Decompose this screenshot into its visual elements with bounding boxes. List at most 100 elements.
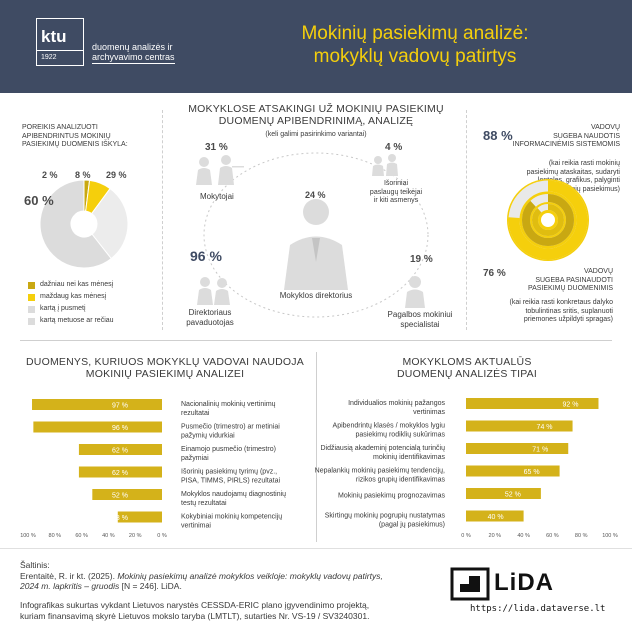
bar-category-bars-right-0-0: Individualios mokinių pažangos: [348, 400, 445, 407]
lida-logo-icon: [450, 567, 490, 601]
legend-swatch-1: [28, 282, 35, 289]
page-title-line1: Mokinių pasiekimų analizė:: [301, 23, 529, 44]
tick-bars-left-3: 40 %: [102, 533, 115, 539]
legend-label-3: kartą į pusmetį: [40, 305, 86, 312]
page-title-line2: mokyklų vadovų patirtys: [313, 46, 517, 67]
bar-category-bars-right-2-1: mokinių identifikavimas: [373, 454, 445, 461]
data-used-title: DUOMENYS, KURIUOS MOKYKLŲ VADOVAI NAUDOJ…: [20, 356, 310, 380]
director-pct: 24 %: [305, 190, 326, 200]
logo-divider: [37, 50, 83, 51]
systems-pct-1: 88 %: [483, 128, 513, 143]
ktu-logo: ktu 1922: [36, 18, 84, 66]
bar-category-bars-right-1-0: Apibendrintų klasės / mokyklos lygiu: [333, 423, 446, 430]
tick-bars-left-5: 0 %: [157, 533, 167, 539]
source-line1-plain: Erentaitė, R. ir kt. (2025).: [20, 570, 118, 581]
bar-bars-left-3: [78, 466, 162, 478]
source-line2: 2024 m. lapkritis – gruodis [N = 246]. L…: [20, 581, 430, 592]
deputy-label-line2: pavaduotojas: [186, 317, 234, 327]
bar-value-bars-right-4: 52 %: [505, 492, 521, 499]
legend-label-2: maždaug kas mėnesį: [40, 293, 107, 300]
divider-top-left: [162, 110, 163, 330]
bar-category-bars-left-1-1: pažymių vidurkiai: [181, 433, 235, 440]
tick-bars-right-4: 80 %: [575, 533, 588, 539]
pie-label-29: 29 %: [106, 170, 127, 180]
tick-bars-right-3: 60 %: [546, 533, 559, 539]
teachers-pct: 31 %: [205, 142, 228, 153]
external-pct: 4 %: [385, 142, 403, 153]
tick-bars-left-4: 20 %: [129, 533, 142, 539]
footer-funding: Infografikas sukurtas vykdant Lietuvos n…: [20, 600, 430, 621]
pie-label-2: 2 %: [42, 170, 58, 180]
bar-category-bars-right-0-1: vertinimas: [413, 409, 445, 416]
divider-top-right: [466, 110, 467, 330]
bar-category-bars-right-4-0: Mokinių pasiekimų prognozavimas: [338, 493, 445, 500]
bar-category-bars-left-5-1: vertinimai: [181, 523, 211, 530]
deputy-pct: 96 %: [190, 248, 222, 264]
systems-pct-2: 76 %: [483, 268, 506, 279]
header: ktu 1922 duomenų analizės ir archyvavimo…: [0, 0, 632, 93]
bar-category-bars-right-1-1: pasiekimų rodiklių sukūrimas: [356, 432, 446, 439]
source-line1-italic: Mokinių pasiekimų analizė mokyklos veikl…: [117, 570, 383, 581]
legend-label-1: dažniau nei kas mėnesį: [40, 281, 114, 288]
bar-category-bars-right-5-1: (pagal jų pasiekimus): [379, 522, 445, 529]
external-label-line1: Išoriniai: [383, 180, 409, 187]
bar-bars-right-4: [466, 488, 541, 499]
bar-category-bars-left-5-0: Kokybiniai mokinių kompetencijų: [181, 514, 282, 521]
lida-url[interactable]: https://lida.dataverse.lt: [470, 604, 606, 614]
page-title: Mokinių pasiekimų analizė: mokyklų vadov…: [230, 22, 600, 68]
external-label-line3: ir kiti asmenys: [373, 197, 419, 204]
lida-name: LiDA: [494, 569, 554, 596]
bar-bars-left-2: [78, 444, 162, 455]
systems-note2-line2: tobulintinas sritis, suplanuoti: [525, 307, 613, 315]
responsible-title-line1: MOKYKLOSE ATSAKINGI UŽ MOKINIŲ PASIEKIMŲ: [188, 103, 444, 115]
types-title-line1: MOKYKLOMS AKTUALŪS: [402, 356, 532, 368]
types-title: MOKYKLOMS AKTUALŪS DUOMENŲ ANALIZĖS TIPA…: [322, 356, 612, 380]
logo-year: 1922: [41, 54, 57, 61]
bar-bars-right-3: [466, 465, 560, 477]
tick-bars-right-1: 20 %: [489, 533, 502, 539]
bar-bars-right-2: [466, 443, 569, 454]
bar-bars-left-5: [117, 511, 162, 523]
logo-caption-line1: duomenų analizės ir: [92, 42, 173, 52]
funding-line2: kuriam finansavimą skyrė Lietuvos mokslo…: [20, 610, 370, 621]
source-line2-italic: 2024 m. lapkritis – gruodis: [20, 581, 120, 591]
systems-note1-line2: pasiekimų ataskaitas, sudaryti: [526, 168, 620, 176]
logo-caption: duomenų analizės ir archyvavimo centras: [92, 42, 175, 64]
source-line1: Erentaitė, R. ir kt. (2025). Mokinių pas…: [20, 571, 430, 582]
legend-swatch-3: [28, 306, 35, 313]
responsible-title: MOKYKLOSE ATSAKINGI UŽ MOKINIŲ PASIEKIMŲ…: [170, 103, 462, 127]
pie-label-8: 8 %: [75, 170, 91, 180]
divider-footer: [0, 548, 632, 549]
deputy-label-line1: Direktoriaus: [188, 308, 232, 317]
bar-bars-right-1: [466, 420, 573, 432]
pie-label-60: 60 %: [24, 193, 54, 208]
systems-note-2: (kai reikia rasti konkretaus dalyko tobu…: [476, 299, 614, 325]
data-used-title-line1: DUOMENYS, KURIUOS MOKYKLŲ VADOVAI NAUDOJ…: [26, 356, 304, 368]
tick-bars-right-5: 100 %: [602, 533, 618, 539]
systems-text2-line3: PASIEKIMŲ DUOMENIMIS: [527, 285, 613, 292]
legend-swatch-4: [28, 318, 35, 325]
funding-line1: Infografikas sukurtas vykdant Lietuvos n…: [20, 600, 370, 610]
data-used-title-line2: MOKINIŲ PASIEKIMŲ ANALIZEI: [85, 368, 245, 380]
specialists-label-line1: Pagalbos mokiniui: [387, 310, 453, 319]
footer-source: Šaltinis: Erentaitė, R. ir kt. (2025). M…: [20, 560, 430, 592]
tick-bars-left-1: 80 %: [49, 533, 62, 539]
bar-value-bars-left-0: 97 %: [112, 403, 128, 410]
tick-bars-right-2: 40 %: [517, 533, 530, 539]
logo-caption-line2: archyvavimo centras: [92, 52, 175, 64]
tick-bars-right-0: 0 %: [461, 533, 471, 539]
divider-horizontal: [20, 340, 612, 341]
systems-text2-line1: VADOVŲ: [583, 268, 613, 275]
bar-value-bars-left-2: 62 %: [112, 448, 128, 455]
divider-bottom-middle: [316, 352, 317, 542]
systems-note2-line1: (kai reikia rasti konkretaus dalyko: [509, 299, 614, 306]
needs-title-line2: APIBENDRINTUS MOKINIŲ: [22, 132, 111, 140]
systems-text1-line1: VADOVŲ: [590, 124, 620, 131]
logo-mark: ktu: [41, 27, 67, 46]
bar-value-bars-right-2: 71 %: [532, 447, 548, 454]
source-label: Šaltinis:: [20, 560, 50, 570]
bar-category-bars-right-3-0: Nepalankių mokinių pasiekimų tendencijų,: [315, 468, 445, 475]
bar-category-bars-left-4-1: testų rezultatai: [181, 500, 227, 507]
specialists-pct: 19 %: [410, 254, 433, 265]
